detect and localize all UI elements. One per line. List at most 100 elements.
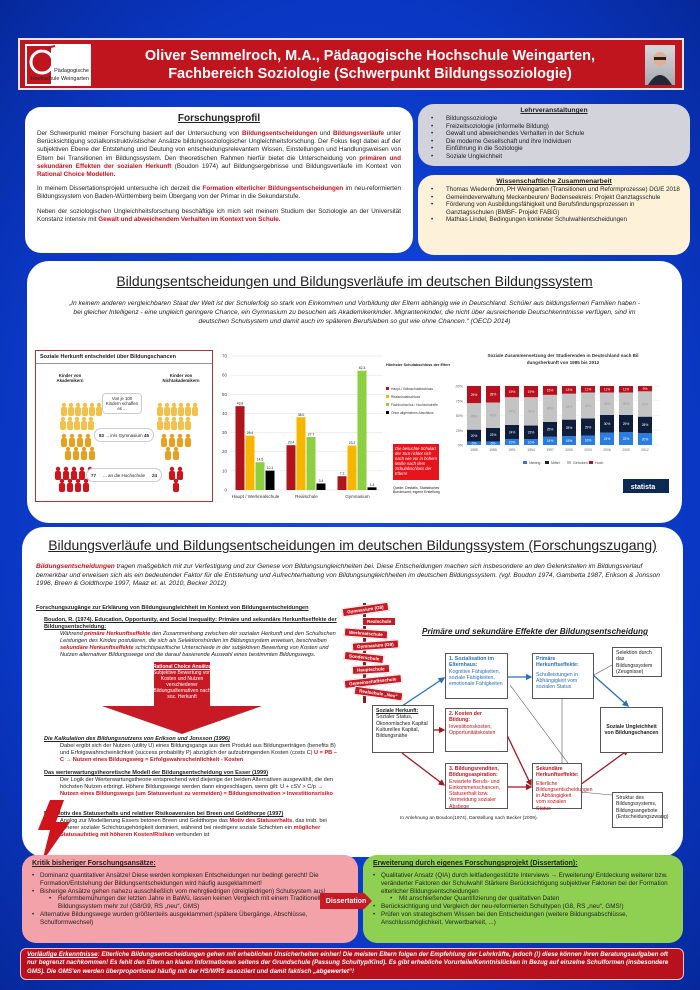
data-label: 28% xyxy=(566,426,573,430)
text-segment: (Boudon 1974) auf Bildungsergebnisse und… xyxy=(171,162,401,170)
data-label: 30% xyxy=(604,422,611,426)
highlighted-text: Nutzen eines Bildungswegs (um Statusverl… xyxy=(60,791,333,797)
approach-text: Der Logik der Werterwartungstheorie ents… xyxy=(36,777,341,798)
data-label: 28.4 xyxy=(247,431,254,435)
person-icon xyxy=(185,438,191,447)
legend-label: Mittel xyxy=(551,461,560,465)
arrow-kosten-sekundaer xyxy=(506,734,532,787)
highlighted-text: Rational Choice Modellen. xyxy=(37,171,116,179)
person-icon xyxy=(73,446,79,452)
bar xyxy=(296,417,306,490)
person-icon xyxy=(60,416,66,422)
data-label: 15% xyxy=(566,439,573,443)
x-tick-label: 2003 xyxy=(584,448,592,452)
highlighted-text: primären und sekundären Effekten der soz… xyxy=(37,154,401,170)
stacked-bar-segment xyxy=(543,394,557,422)
data-label: 6% xyxy=(472,442,477,446)
person-icon xyxy=(192,407,198,416)
person-icon xyxy=(89,402,95,408)
legend-swatch xyxy=(386,387,389,390)
stacked-bar-segment xyxy=(505,397,519,425)
data-label: 44% xyxy=(566,405,573,409)
stacked-bar-segment xyxy=(467,441,481,445)
data-label: 38% xyxy=(604,402,611,406)
person-icon xyxy=(81,421,87,430)
person-icon xyxy=(178,416,184,422)
text-segment: Der Logik der Werterwartungstheorie ents… xyxy=(60,777,333,790)
signpost: Realschule xyxy=(362,617,397,626)
fazit-label: Vorläufige Erkenntnisse xyxy=(27,951,98,958)
person-icon xyxy=(185,433,191,439)
diagram-caption: In Anlehnung an Boudon(1974), Darstellun… xyxy=(400,816,538,821)
rc-text: Subjektive Bewertung von Kosten und Nutz… xyxy=(153,670,211,700)
data-label: 15% xyxy=(547,389,554,393)
list-item: Bisherige Ansätze gehen nahezu ausschlie… xyxy=(32,888,348,896)
data-label: 11% xyxy=(623,388,629,392)
person-icon xyxy=(81,446,87,452)
data-label: 20% xyxy=(642,437,649,441)
person-icon xyxy=(157,416,163,422)
infographic-soziale-herkunft: Soziale Herkunft entscheidet über Bildun… xyxy=(35,350,213,502)
approach-text: Dabei ergibt sich der Nutzen (utility U)… xyxy=(36,743,341,764)
data-label: 21% xyxy=(604,437,611,441)
stacked-bar-segment xyxy=(581,418,595,436)
person-icon xyxy=(169,471,175,480)
data-label: 9% xyxy=(643,387,648,391)
section-title: Bildungsentscheidungen und Bildungsverlä… xyxy=(116,273,593,289)
stacked-bar-segment xyxy=(562,436,576,445)
data-label: 23% xyxy=(490,433,497,437)
box-title: Primäre Herkunftseffekte: xyxy=(536,656,579,669)
profil-paragraph: In meinem Dissertationsprojekt untersuch… xyxy=(37,185,401,201)
poster-title: Oliver Semmelroch, M.A., Pädagogische Ho… xyxy=(100,47,640,83)
box-kosten: 2. Kosten der Bildung: Investitionskoste… xyxy=(445,708,508,752)
akademiker-hochschule-value: 77 xyxy=(91,472,97,478)
person-icon xyxy=(81,451,87,460)
list-item: Reformbemühungen der letzten Jahre in Ba… xyxy=(32,895,348,911)
chart-source: Quelle: Destatis, Statistisches Bundesam… xyxy=(393,486,440,495)
chart-title: Soziale Zusammensetzung der Studierenden… xyxy=(487,353,638,358)
approach-heading: Boudon, R. (1974). Education, Opportunit… xyxy=(44,617,337,630)
y-tick-label: 60 xyxy=(222,373,228,378)
person-icon xyxy=(55,466,61,472)
chart-note: Die besuchte Schulart der SuS richtet si… xyxy=(393,444,439,480)
legend-label: Ohne allgemeinen Abschluss xyxy=(391,411,434,415)
highlighted-text: Bildungsentscheidungen xyxy=(242,130,318,137)
list-item: Mit anschließender Quantifizierung der q… xyxy=(373,895,673,903)
stacked-bar-segment xyxy=(638,416,652,434)
person-icon xyxy=(71,471,77,480)
stacked-bar-segment xyxy=(600,392,614,415)
person-icon xyxy=(69,433,75,439)
person-icon xyxy=(157,421,163,430)
box-item: Sozialer Status, Ökonomisches Kapital xyxy=(376,714,428,727)
data-label: 10% xyxy=(528,440,535,444)
approach-heading: Das werterwartungstheoretische Modell de… xyxy=(44,770,269,776)
arrow-selektion xyxy=(591,664,613,677)
data-label: 23.2 xyxy=(349,441,356,445)
oecd-quote: „In keinem anderen vergleichbaren Staat … xyxy=(68,300,641,325)
bar xyxy=(367,487,377,490)
x-tick-label: 2009 xyxy=(622,448,630,452)
highlighted-text: Formation elterlicher Bildungsentscheidu… xyxy=(202,185,344,193)
data-label: 38.0 xyxy=(298,413,305,417)
data-label: 10.1 xyxy=(267,466,274,470)
person-icon xyxy=(88,421,94,430)
person-icon xyxy=(75,402,81,408)
forschungszugaenge-heading: Forschungszugänge zur Erklärung von Bild… xyxy=(36,605,309,611)
row-hochschule: 77 ... an die Hochschule 24 xyxy=(86,468,162,482)
person-icon xyxy=(178,402,184,408)
x-tick-label: 1988 xyxy=(489,448,497,452)
person-icon xyxy=(75,483,81,492)
data-label: 28% xyxy=(490,393,497,397)
zusammenarbeit-list: Thomas Wiedenhorn, PH Weingarten (Transi… xyxy=(428,186,680,224)
person-icon xyxy=(59,478,65,484)
x-tick-label: 1994 xyxy=(527,448,535,452)
stacked-bar-segment xyxy=(619,392,633,415)
person-icon xyxy=(178,421,184,430)
signpost: Werkrealschule xyxy=(343,627,389,640)
y-tick-label: 40 xyxy=(222,411,228,416)
zusammenarbeit-panel: Wissenschaftliche Zusammenarbeit Thomas … xyxy=(418,175,690,255)
list-item: Einführung in die Soziologie xyxy=(428,145,680,153)
person-icon xyxy=(96,407,102,416)
list-item: Qualitativer Ansatz (QIA) durch leitfade… xyxy=(373,872,673,895)
person-icon xyxy=(157,402,163,408)
